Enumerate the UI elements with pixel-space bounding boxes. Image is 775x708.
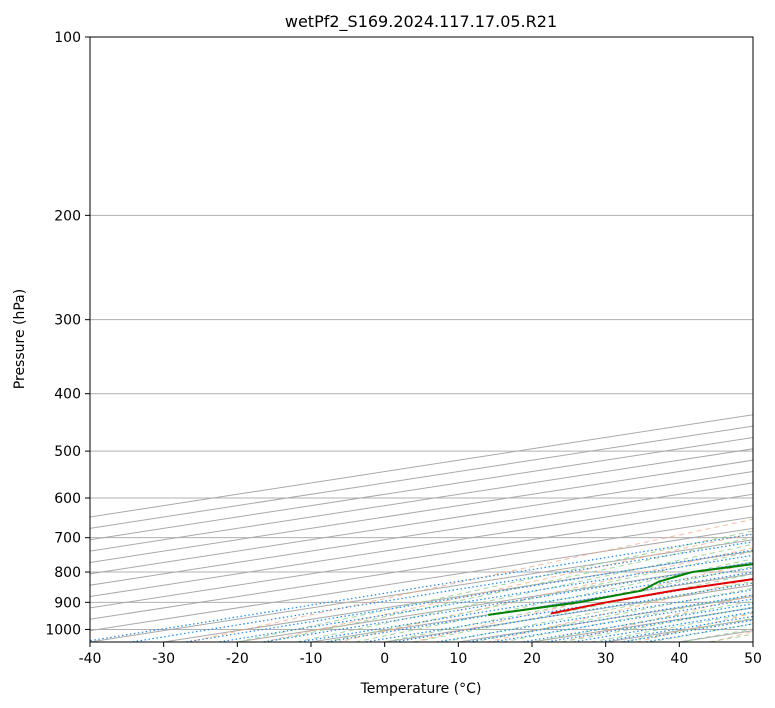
x-tick-label: 40 [670, 651, 688, 667]
isotherm-line [90, 539, 753, 642]
mixing-ratio-line [390, 582, 753, 642]
x-tick-label: -30 [152, 651, 175, 667]
moist-adiabat-line [502, 594, 753, 642]
isotherm-line [90, 425, 753, 529]
mixing-ratio-line [215, 554, 753, 642]
moist-adiabat-line [414, 573, 753, 642]
mixing-ratio-line [542, 607, 753, 642]
moist-adiabat-line [266, 536, 753, 642]
y-tick-label: 100 [54, 30, 81, 46]
mixing-ratio-line [569, 611, 753, 642]
isotherm-line [384, 584, 753, 642]
x-tick-label: 30 [597, 651, 615, 667]
dry-adiabat-line [560, 595, 753, 642]
isotherm-line [90, 448, 753, 552]
mixing-ratio-line [90, 533, 753, 642]
x-tick-label: -10 [300, 651, 323, 667]
x-tick-label: 10 [449, 651, 467, 667]
y-tick-label: 400 [54, 387, 81, 403]
mixing-ratio-line [518, 603, 753, 642]
isotherm-line [90, 436, 753, 541]
isotherm-line [90, 414, 753, 518]
isotherm-line [163, 550, 753, 642]
y-tick-label: 1000 [45, 622, 81, 638]
mixing-ratio-line [596, 615, 753, 642]
y-axis: 1000 900 800 700 600 500 400 300 200 100 [45, 30, 90, 638]
x-tick-label: 20 [523, 651, 541, 667]
y-tick-label: 700 [54, 531, 81, 547]
x-axis: -40 -30 -20 -10 0 10 20 30 40 50 [79, 642, 762, 667]
x-tick-label: -20 [226, 651, 249, 667]
dry-adiabat-line [709, 630, 753, 642]
isotherm-line [90, 505, 753, 609]
x-axis-label: Temperature (°C) [360, 681, 482, 697]
moist-adiabat-line [325, 550, 753, 642]
dry-adiabat-line [186, 518, 753, 642]
moist-adiabat-line [561, 606, 753, 642]
y-tick-label: 200 [54, 208, 81, 224]
y-tick-label: 600 [54, 491, 81, 507]
isotherm-line [752, 641, 753, 642]
y-tick-label: 300 [54, 313, 81, 329]
isotherm-line [458, 596, 753, 642]
mixing-ratio-line [128, 541, 753, 642]
mixing-ratio-line [488, 598, 753, 642]
dry-adiabat-line [485, 578, 753, 642]
x-tick-label: -40 [79, 651, 102, 667]
isotherm-line [90, 527, 753, 632]
mixing-ratio-line [181, 549, 753, 642]
mixing-ratio-line [361, 577, 753, 642]
x-tick-label: 50 [744, 651, 762, 667]
y-axis-label: Pressure (hPa) [12, 289, 28, 389]
moist-adiabat-line [443, 580, 753, 642]
y-tick-label: 800 [54, 565, 81, 581]
isotherm-line [90, 493, 753, 598]
dry-adiabat-line [261, 532, 753, 642]
y-tick-label: 900 [54, 595, 81, 611]
x-tick-label: 0 [380, 651, 389, 667]
isotherm-line [90, 482, 753, 586]
isotherm-line [90, 516, 753, 620]
temperature-line [550, 578, 753, 615]
mixing-ratio-line [463, 594, 753, 642]
y-tick-label: 500 [54, 444, 81, 460]
moist-adiabat-line [296, 543, 753, 642]
background-lines [90, 37, 753, 642]
isotherm-line [531, 607, 753, 642]
chart-title: wetPf2_S169.2024.117.17.05.R21 [285, 12, 557, 32]
isotherm-line [90, 471, 753, 575]
dry-adiabat-line [335, 547, 753, 642]
plot-frame [89, 36, 754, 643]
isotherm-line [90, 459, 753, 563]
